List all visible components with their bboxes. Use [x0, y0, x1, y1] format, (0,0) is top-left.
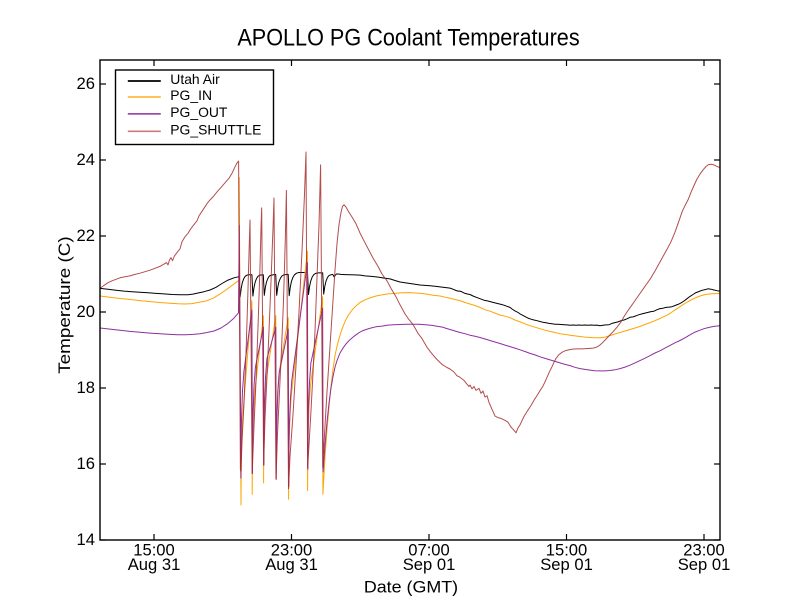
svg-text:26: 26	[77, 74, 95, 93]
svg-text:PG_SHUTTLE: PG_SHUTTLE	[170, 122, 261, 138]
svg-text:Temperature (C): Temperature (C)	[55, 236, 74, 374]
svg-text:Date (GMT): Date (GMT)	[364, 578, 458, 597]
svg-text:15:00: 15:00	[546, 541, 588, 560]
svg-text:Sep 01: Sep 01	[678, 555, 731, 574]
svg-text:20: 20	[77, 302, 95, 321]
svg-text:22: 22	[77, 226, 95, 245]
svg-text:07:00: 07:00	[408, 541, 450, 560]
svg-text:APOLLO PG Coolant Temperatures: APOLLO PG Coolant Temperatures	[237, 25, 579, 52]
svg-text:Sep 01: Sep 01	[403, 555, 456, 574]
svg-text:15:00: 15:00	[133, 541, 175, 560]
svg-text:Aug 31: Aug 31	[265, 555, 318, 574]
svg-text:14: 14	[77, 530, 95, 549]
svg-text:Sep 01: Sep 01	[540, 555, 593, 574]
svg-text:PG_IN: PG_IN	[170, 87, 212, 103]
svg-text:23:00: 23:00	[683, 541, 725, 560]
svg-text:Utah Air: Utah Air	[170, 71, 220, 87]
svg-text:24: 24	[77, 150, 95, 169]
svg-text:23:00: 23:00	[271, 541, 313, 560]
svg-text:Aug 31: Aug 31	[128, 555, 181, 574]
svg-text:18: 18	[77, 378, 95, 397]
svg-text:16: 16	[77, 454, 95, 473]
svg-text:PG_OUT: PG_OUT	[170, 104, 228, 120]
